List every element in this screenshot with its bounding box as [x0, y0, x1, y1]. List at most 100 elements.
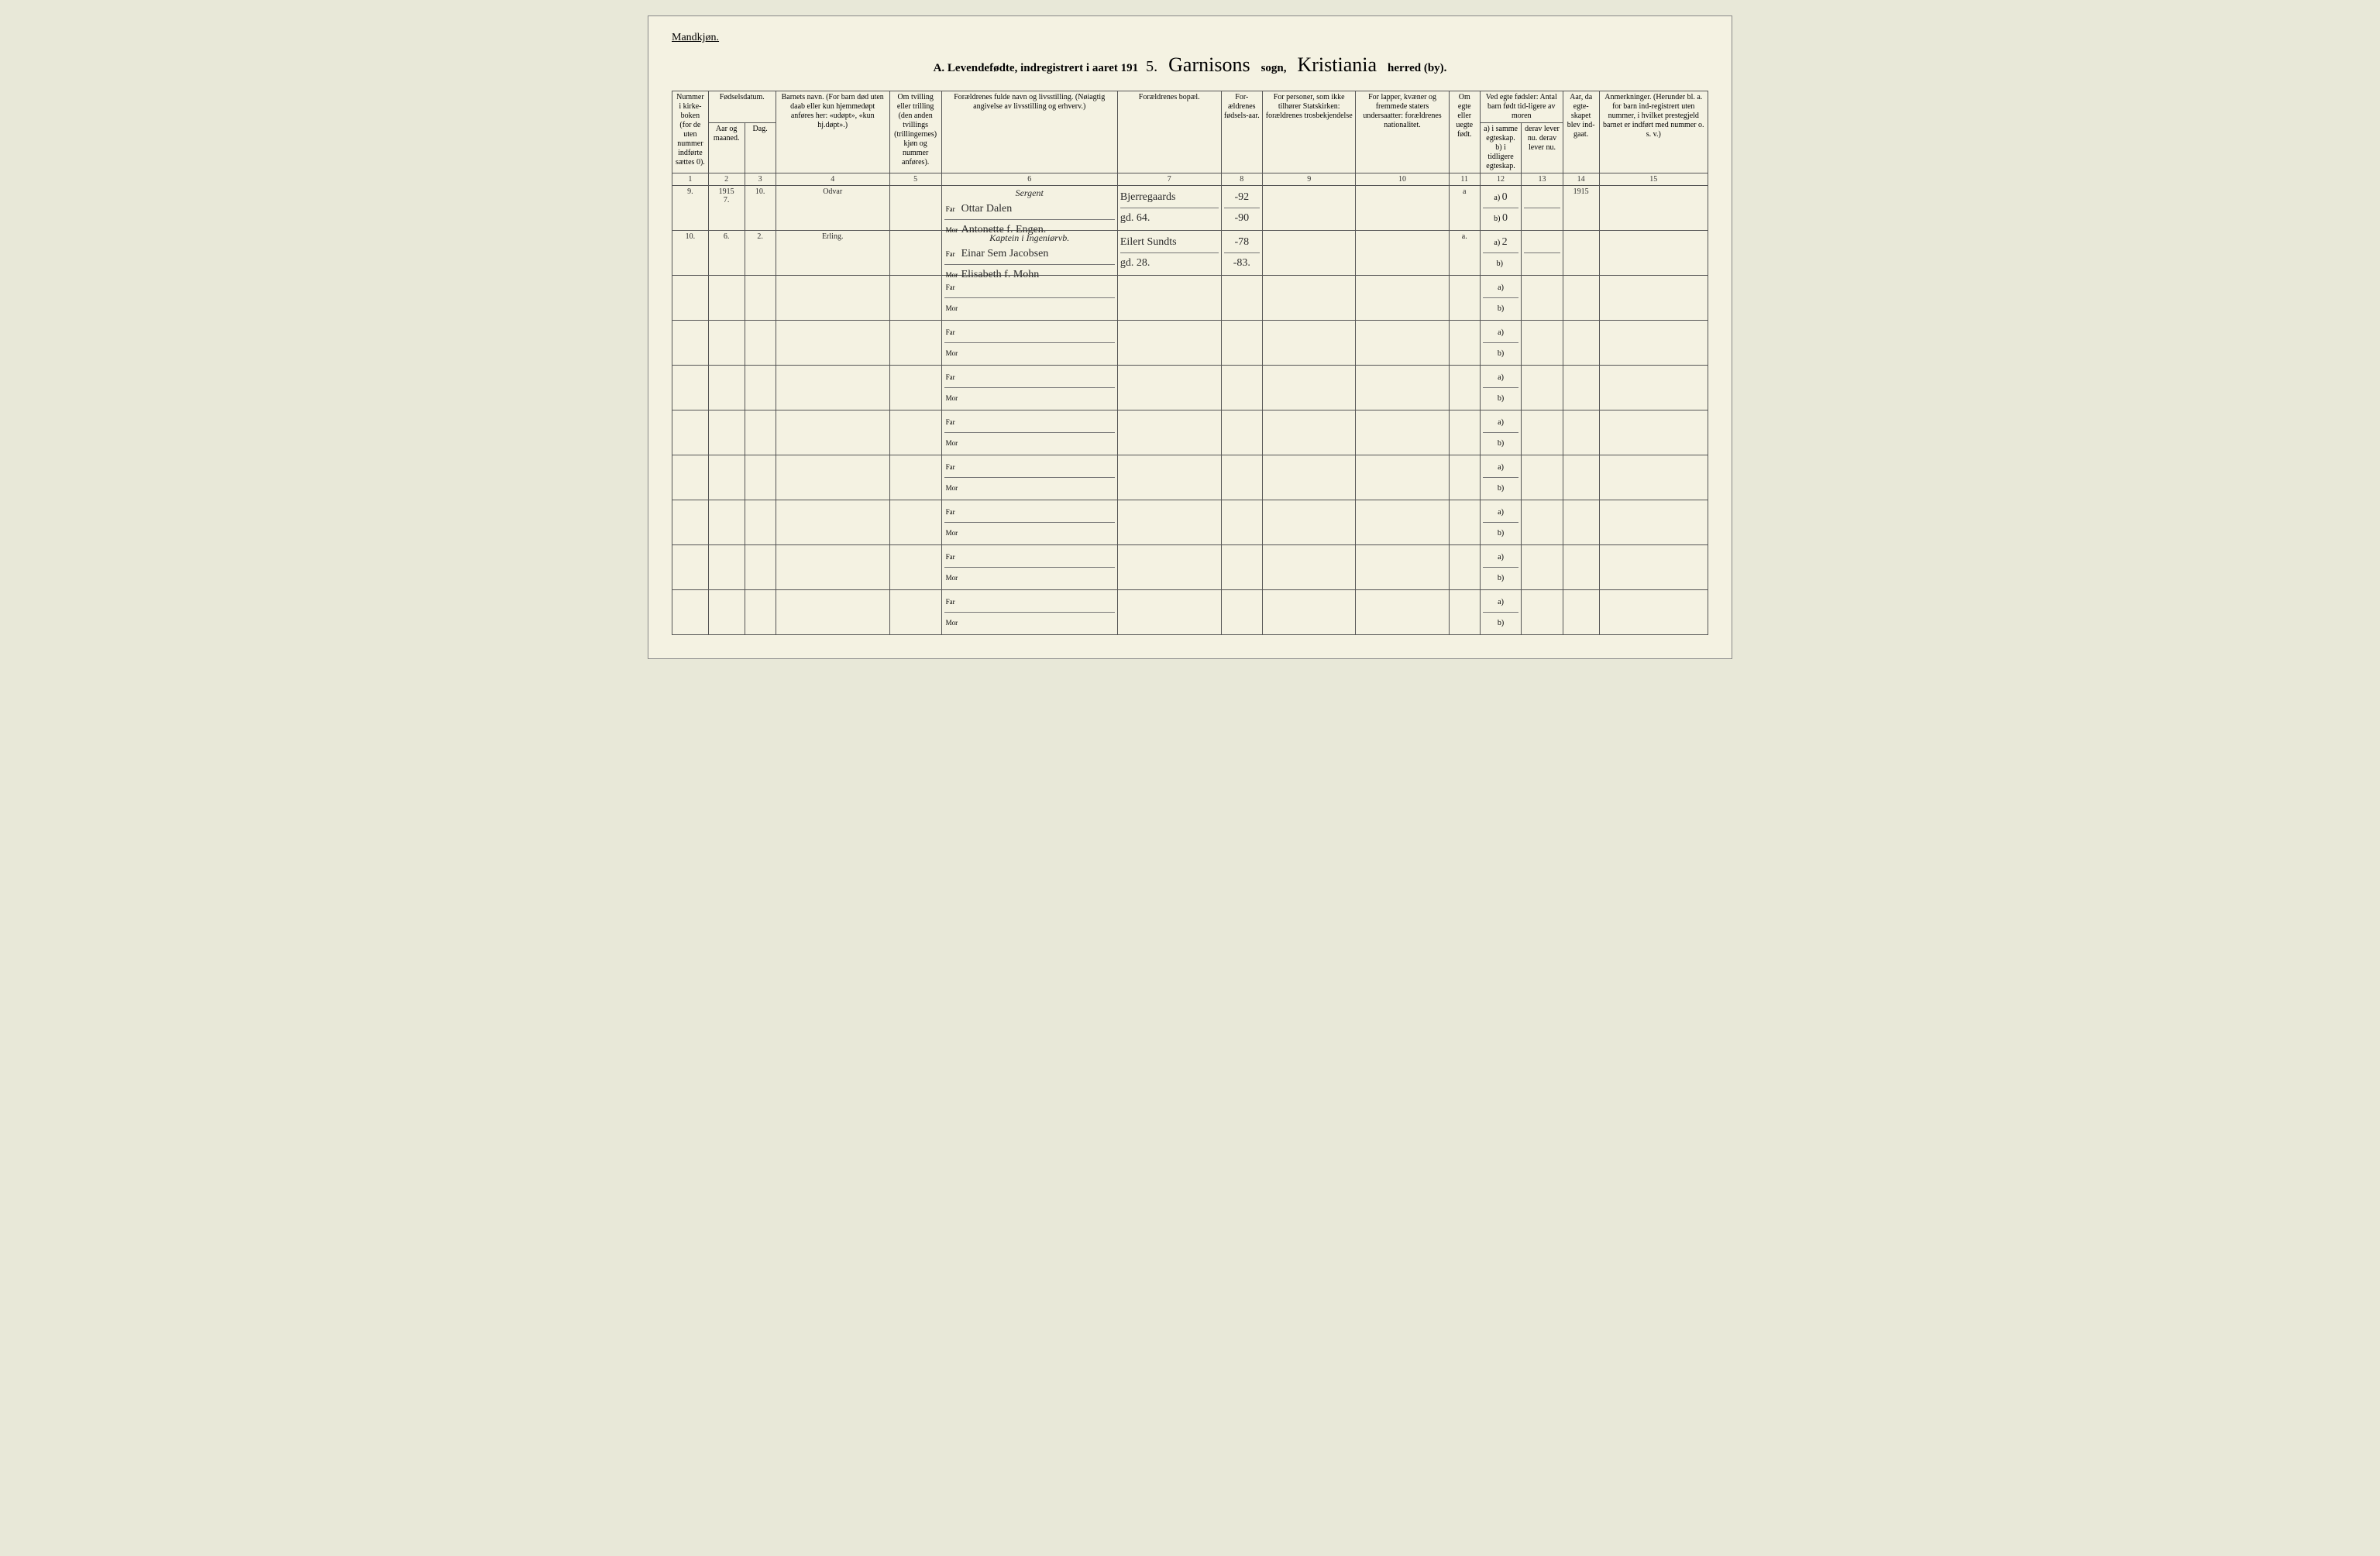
father-name: Einar Sem Jacobsen: [961, 248, 1049, 260]
parents-col: Far Mor: [941, 410, 1117, 455]
hdr-11: Om egte eller uegte født.: [1449, 91, 1480, 173]
entry-year-month: 1915 7.: [708, 186, 745, 231]
table-body: 9.1915 7.10.OdvarSergentFarOttar DalenMo…: [672, 186, 1708, 635]
hdr-10: For lapper, kvæner og fremmede staters u…: [1356, 91, 1449, 173]
parents-col: FarMor: [941, 545, 1117, 590]
birthyear-col: -78-83.: [1221, 231, 1262, 276]
prev-b: 0: [1502, 212, 1508, 225]
parents-col: FarMor: [941, 455, 1117, 500]
parents-col: Far Mor: [941, 590, 1117, 635]
residence-col: Bjerregaardsgd. 64.: [1117, 186, 1221, 231]
ab-a-label: a): [1498, 418, 1504, 427]
entry-day: 10.: [745, 186, 776, 231]
ab-a-label: a): [1498, 553, 1504, 562]
hdr-1: Nummer i kirke-boken (for de uten nummer…: [672, 91, 709, 173]
parents-col: Far Mor: [941, 276, 1117, 321]
ab-a-label: a): [1498, 508, 1504, 517]
far-label: Far: [944, 373, 961, 381]
residence-mor: gd. 64.: [1120, 212, 1150, 225]
herred-label: herred (by).: [1388, 62, 1446, 75]
child-name: Odvar: [776, 186, 889, 231]
ab-a-label: a): [1498, 598, 1504, 606]
prev-children-col: a)b): [1480, 276, 1521, 321]
ledger-table: Nummer i kirke-boken (for de uten nummer…: [672, 91, 1708, 635]
prev-a: 2: [1502, 236, 1508, 249]
hdr-2g: Fødselsdatum.: [708, 91, 776, 123]
occupation: Sergent: [944, 187, 1115, 199]
religion-col: [1263, 231, 1356, 276]
parents-col: Far Mor: [941, 500, 1117, 545]
ab-b-label: b): [1494, 215, 1500, 223]
ab-b-label: b): [1498, 349, 1504, 358]
entry-number: 10.: [672, 231, 709, 276]
hdr-6: Forældrenes fulde navn og livsstilling. …: [941, 91, 1117, 173]
ledger-page: Mandkjøn. A. Levendefødte, indregistrert…: [648, 15, 1732, 659]
prev-children-col: a) b): [1480, 321, 1521, 366]
remarks-col: [1599, 231, 1708, 276]
title-prefix: A. Levendefødte, indregistrert i aaret 1…: [934, 62, 1139, 75]
mor-label: Mor: [944, 529, 961, 537]
child-name: Erling.: [776, 231, 889, 276]
far-label: Far: [944, 598, 961, 606]
legitimate-col: a.: [1449, 231, 1480, 276]
year-suffix: 5.: [1144, 58, 1157, 76]
ab-b-label: b): [1498, 619, 1504, 627]
ab-b-label: b): [1498, 439, 1504, 448]
father-name: Ottar Dalen: [961, 203, 1013, 215]
birthyear-mor: -90: [1234, 212, 1249, 225]
ab-a-label: a): [1498, 373, 1504, 382]
prev-children-col: a) 2 b): [1480, 231, 1521, 276]
ab-b-label: b): [1498, 394, 1504, 403]
table-row-blank: Far Mor a) b): [672, 590, 1708, 635]
ab-b-label: b): [1498, 484, 1504, 493]
table-head: Nummer i kirke-boken (for de uten nummer…: [672, 91, 1708, 186]
hdr-12g: Ved egte fødsler: Antal barn født tid-li…: [1480, 91, 1563, 123]
hdr-14: Aar, da egte-skapet blev ind-gaat.: [1563, 91, 1599, 173]
prev-children-col: a) b): [1480, 410, 1521, 455]
far-label: Far: [944, 508, 961, 516]
sogn-label: sogn,: [1261, 62, 1287, 75]
entry-year-month: 6.: [708, 231, 745, 276]
prev-children-col: a) b): [1480, 366, 1521, 410]
mor-label: Mor: [944, 619, 961, 627]
far-label: Far: [944, 283, 961, 291]
marriage-year: 1915: [1563, 186, 1599, 231]
entry-day: 2.: [745, 231, 776, 276]
ab-b-label: b): [1497, 259, 1503, 268]
table-row-blank: FarMor a) b): [672, 545, 1708, 590]
hdr-15: Anmerkninger. (Herunder bl. a. for barn …: [1599, 91, 1708, 173]
far-label: Far: [944, 463, 961, 471]
birthyear-mor: -83.: [1233, 257, 1250, 270]
far-label: Far: [944, 418, 961, 426]
ab-b-label: b): [1498, 574, 1504, 582]
nationality-col: [1356, 186, 1449, 231]
prev-children-col: a)b): [1480, 455, 1521, 500]
parents-col: FarMor: [941, 366, 1117, 410]
hdr-2: Aar og maaned.: [708, 123, 745, 173]
mor-label: Mor: [944, 439, 961, 447]
far-label: Far: [944, 328, 961, 336]
birthyear-col: -92-90: [1221, 186, 1262, 231]
hdr-13: derav lever nu. derav lever nu.: [1522, 123, 1563, 173]
ab-a-label: a): [1498, 283, 1504, 292]
mor-label: Mor: [944, 304, 961, 312]
table-row: 9.1915 7.10.Odvar SergentFarOttar DalenMo…: [672, 186, 1708, 231]
hdr-3: Dag.: [745, 123, 776, 173]
parents-col: SergentFarOttar DalenMorAntonette f. Eng…: [941, 186, 1117, 231]
sogn-value: Garnisons: [1164, 53, 1254, 77]
table-row-blank: FarMor a)b): [672, 455, 1708, 500]
residence-far: Eilert Sundts: [1120, 236, 1177, 249]
remarks-col: [1599, 186, 1708, 231]
entry-number: 9.: [672, 186, 709, 231]
hdr-5: Om tvilling eller trilling (den anden tv…: [889, 91, 941, 173]
ab-a-label: a): [1494, 239, 1500, 247]
residence-col: Eilert Sundts gd. 28.: [1117, 231, 1221, 276]
hdr-12: a) i samme egteskap. b) i tidligere egte…: [1480, 123, 1521, 173]
mor-label: Mor: [944, 574, 961, 582]
prev-children-col: a) b): [1480, 545, 1521, 590]
alive-col: [1522, 231, 1563, 276]
table-row-blank: Far Mor a) b): [672, 410, 1708, 455]
ab-a-label: a): [1498, 328, 1504, 337]
residence-mor: gd. 28.: [1120, 257, 1150, 270]
twin-col: [889, 231, 941, 276]
